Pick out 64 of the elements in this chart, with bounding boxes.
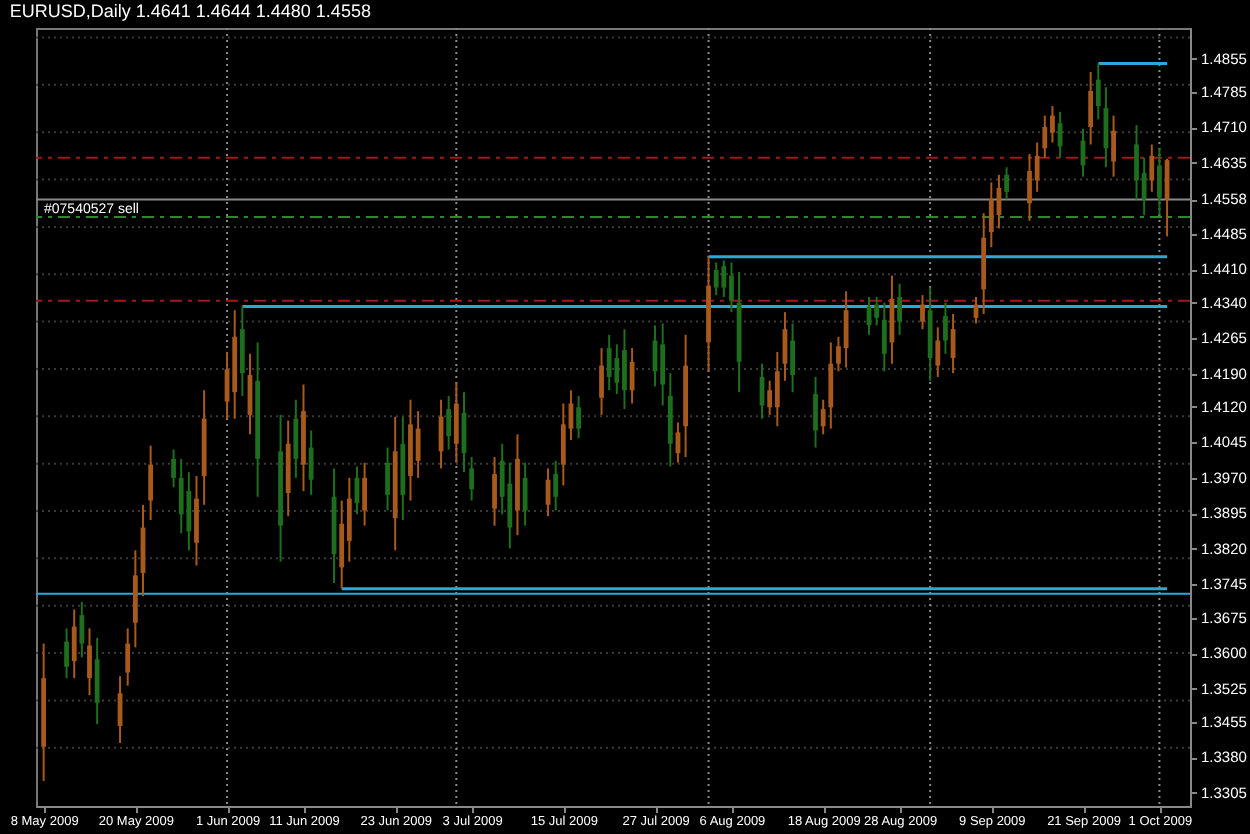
candlestick [194,474,199,567]
candlestick [927,286,933,382]
candlestick [87,627,92,697]
candlestick [813,375,818,449]
candlestick [935,326,941,378]
candlestick [622,328,627,411]
candlestick [1042,114,1048,159]
candlestick [560,402,566,487]
candlestick [767,379,773,416]
candlestick [293,398,299,479]
candlestick [667,372,673,468]
candlestick [1095,62,1101,121]
candlestick [881,301,887,373]
candlestick [606,333,612,392]
candlestick [553,459,559,512]
candlestick [1134,124,1139,201]
candlestick [385,446,390,512]
candlestick [713,261,719,297]
candlestick [828,341,834,430]
candlestick [1088,71,1094,146]
candlestick [132,549,138,649]
candlestick [339,499,345,590]
candlestick [178,457,184,535]
candlestick [362,461,368,527]
candlestick [239,305,245,397]
candlestick [874,295,880,327]
candlestick [1157,147,1162,217]
candlestick [1004,166,1009,201]
candlestick [453,381,459,464]
candlestick [71,608,77,680]
candlestick [897,282,902,336]
candlestick [148,444,154,521]
candlestick [943,301,948,355]
candlestick [94,636,100,726]
candlestick [629,347,635,405]
candlestick [492,456,497,527]
candlestick [1149,143,1155,193]
candlestick [988,181,994,249]
candlestick [599,347,604,416]
candlestick [415,410,421,479]
candlestick [820,398,826,436]
candlestick [1111,114,1116,178]
candlestick [721,259,727,298]
candlestick [790,322,795,394]
candlestick [1027,152,1032,222]
chart-title: EURUSD,Daily 1.4641 1.4644 1.4480 1.4558 [9,1,371,21]
candlestick [346,476,352,563]
candlestick [171,448,176,489]
candlestick [576,394,582,440]
candlestick [774,350,780,428]
candlestick [125,627,131,687]
candlestick [469,456,475,502]
candlestick [446,394,452,451]
candlestick [64,627,69,680]
candlestick [729,261,734,314]
candlestick [660,322,666,407]
candlestick [79,600,85,659]
candlestick [614,343,620,396]
candlestick [1050,105,1055,144]
candlestick [308,429,314,496]
candlestick [522,461,528,527]
candlestick [186,471,192,552]
candlestick [920,294,925,331]
candlestick [507,461,513,550]
